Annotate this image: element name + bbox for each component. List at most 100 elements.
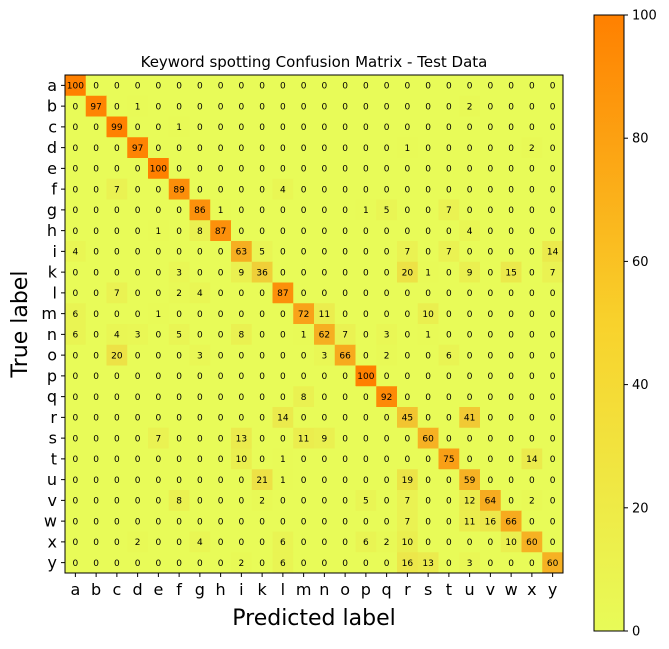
heatmap-cell-value: 0 <box>73 289 79 299</box>
heatmap-cell-value: 60 <box>422 434 434 444</box>
heatmap-cell <box>106 116 128 138</box>
heatmap-cell-value: 0 <box>508 144 514 154</box>
heatmap-cell <box>127 158 149 180</box>
heatmap-cell-value: 0 <box>176 165 182 175</box>
heatmap-cell <box>334 324 356 346</box>
heatmap-cell <box>438 261 460 283</box>
heatmap-cell <box>542 531 564 553</box>
heatmap-cell-value: 0 <box>176 476 182 486</box>
heatmap-cell <box>480 469 502 491</box>
heatmap-cell-value: 0 <box>342 82 348 92</box>
heatmap-cell <box>231 344 253 366</box>
heatmap-cell <box>334 531 356 553</box>
heatmap-cell <box>521 448 543 470</box>
heatmap-cell-value: 0 <box>239 82 245 92</box>
heatmap-cell-value: 0 <box>135 310 141 320</box>
heatmap-cell-value: 0 <box>73 434 79 444</box>
heatmap-cell <box>189 220 211 242</box>
heatmap-cell-value: 1 <box>363 206 369 216</box>
heatmap-cell <box>542 137 564 159</box>
heatmap-cell <box>272 261 294 283</box>
heatmap-cell <box>127 552 149 574</box>
heatmap-cell <box>85 386 107 408</box>
heatmap-cell-value: 1 <box>425 331 431 341</box>
heatmap-cell-value: 0 <box>550 289 556 299</box>
heatmap-cell-value: 0 <box>342 289 348 299</box>
heatmap-cell <box>397 365 419 387</box>
colorbar-tick-label: 60 <box>632 255 649 270</box>
heatmap-cell-value: 0 <box>301 372 307 382</box>
heatmap-cell-value: 0 <box>550 144 556 154</box>
heatmap-cell-value: 0 <box>135 414 141 424</box>
heatmap-cell <box>148 158 170 180</box>
heatmap-cell <box>376 282 398 304</box>
heatmap-cell-value: 0 <box>384 310 390 320</box>
heatmap-cell <box>314 178 336 200</box>
heatmap-cell <box>417 261 439 283</box>
heatmap-cell <box>231 303 253 325</box>
heatmap-cell <box>85 344 107 366</box>
heatmap-cell <box>314 324 336 346</box>
heatmap-cell <box>417 282 439 304</box>
heatmap-cell <box>168 448 190 470</box>
heatmap-cell-value: 0 <box>342 497 348 507</box>
heatmap-cell-value: 0 <box>301 455 307 465</box>
heatmap-cell <box>251 282 273 304</box>
heatmap-cell-value: 0 <box>197 559 203 569</box>
heatmap-cell <box>397 407 419 429</box>
heatmap-cell-value: 0 <box>322 538 328 548</box>
heatmap-cell-value: 0 <box>446 476 452 486</box>
heatmap-cell-value: 0 <box>259 289 265 299</box>
heatmap-cell <box>65 344 87 366</box>
heatmap-cell-value: 0 <box>280 497 286 507</box>
heatmap-cell-value: 0 <box>218 289 224 299</box>
heatmap-cell-value: 1 <box>301 331 307 341</box>
heatmap-cell-value: 0 <box>176 372 182 382</box>
x-tick-label: a <box>70 580 80 599</box>
heatmap-cell-value: 0 <box>156 268 162 278</box>
heatmap-cell <box>334 261 356 283</box>
heatmap-cell <box>355 303 377 325</box>
heatmap-cell <box>189 95 211 117</box>
heatmap-cell-value: 0 <box>405 206 411 216</box>
heatmap-cell <box>293 407 315 429</box>
heatmap-cell-value: 0 <box>280 82 286 92</box>
heatmap-cell <box>417 116 439 138</box>
heatmap-cell-value: 0 <box>425 476 431 486</box>
heatmap-cell <box>272 158 294 180</box>
heatmap-cell <box>85 116 107 138</box>
heatmap-cell-value: 0 <box>280 144 286 154</box>
heatmap-cell-value: 0 <box>384 289 390 299</box>
heatmap-cell <box>376 469 398 491</box>
heatmap-cell <box>251 116 273 138</box>
heatmap-cell-value: 0 <box>405 434 411 444</box>
heatmap-cell <box>106 469 128 491</box>
heatmap-cell-value: 2 <box>467 102 473 112</box>
heatmap-cell-value: 0 <box>488 434 494 444</box>
heatmap-cell <box>500 282 522 304</box>
heatmap-cell-value: 0 <box>467 82 473 92</box>
heatmap-cell <box>148 365 170 387</box>
heatmap-cell-value: 1 <box>405 144 411 154</box>
heatmap-cell-value: 0 <box>446 393 452 403</box>
heatmap-cell-value: 0 <box>405 455 411 465</box>
heatmap-cell <box>459 303 481 325</box>
heatmap-cell-value: 0 <box>384 102 390 112</box>
heatmap-cell <box>438 75 460 97</box>
heatmap-cell-value: 0 <box>218 414 224 424</box>
heatmap-cell-value: 0 <box>508 289 514 299</box>
heatmap-cell <box>293 552 315 574</box>
heatmap-cell-value: 0 <box>467 165 473 175</box>
heatmap-cell <box>251 427 273 449</box>
heatmap-cell <box>355 158 377 180</box>
heatmap-cell <box>272 365 294 387</box>
heatmap-cell-value: 0 <box>446 559 452 569</box>
heatmap-cell-value: 16 <box>485 517 497 527</box>
heatmap-cell <box>65 241 87 263</box>
heatmap-cell <box>417 137 439 159</box>
heatmap-cell-value: 7 <box>342 331 348 341</box>
heatmap-cell <box>168 407 190 429</box>
heatmap-cell <box>334 95 356 117</box>
heatmap-cell <box>272 448 294 470</box>
heatmap-cell <box>85 75 107 97</box>
